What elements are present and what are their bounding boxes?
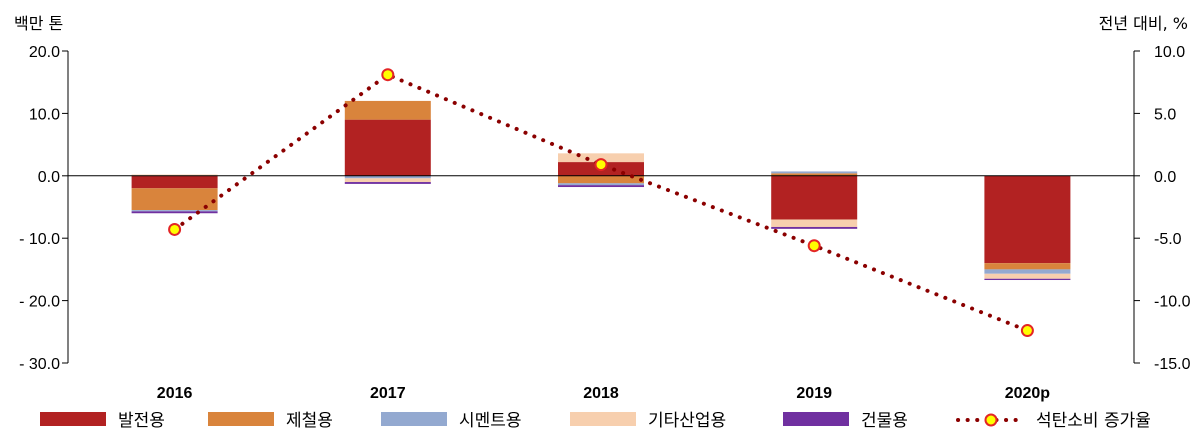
right-tick-label: 10.0 bbox=[1154, 44, 1185, 61]
category-label: 2020p bbox=[1005, 385, 1051, 402]
bar-segment bbox=[131, 174, 218, 176]
right-tick-label: -5.0 bbox=[1154, 231, 1182, 248]
legend-label: 건물용 bbox=[861, 411, 908, 431]
category-label: 2016 bbox=[157, 385, 193, 402]
legend-swatch bbox=[40, 412, 106, 426]
bar-segment bbox=[984, 278, 1071, 281]
left-tick-label: 0.0 bbox=[38, 169, 60, 186]
bar-segment bbox=[344, 178, 431, 183]
left-tick-label: - 10.0 bbox=[19, 231, 60, 248]
growth-rate-marker bbox=[1020, 324, 1034, 338]
category-label: 2018 bbox=[583, 385, 619, 402]
left-tick-label: 20.0 bbox=[29, 44, 60, 61]
bar-segment bbox=[344, 182, 431, 184]
bar-segment bbox=[558, 153, 644, 163]
right-axis-unit: 전년 대비, % bbox=[1099, 14, 1188, 33]
bar-segment bbox=[771, 173, 858, 176]
right-tick-label: -10.0 bbox=[1154, 294, 1191, 311]
bar-segment bbox=[771, 219, 858, 227]
bars bbox=[131, 100, 1071, 281]
right-tick-label: 0.0 bbox=[1154, 169, 1176, 186]
legend-label: 제철용 bbox=[286, 411, 333, 431]
growth-rate-marker bbox=[381, 68, 395, 82]
growth-rate-line bbox=[172, 72, 1030, 333]
bar-segment bbox=[558, 183, 644, 186]
bar-segment bbox=[771, 171, 858, 174]
legend-label: 시멘트용 bbox=[459, 411, 522, 431]
left-tick-label: 10.0 bbox=[29, 106, 60, 123]
legend-line-marker bbox=[984, 413, 998, 427]
left-tick-label: - 20.0 bbox=[19, 294, 60, 311]
bar-segment bbox=[984, 269, 1071, 274]
bar-segment bbox=[131, 188, 218, 211]
category-label: 2017 bbox=[370, 385, 406, 402]
right-tick-label: -15.0 bbox=[1154, 356, 1191, 373]
growth-rate-marker bbox=[594, 158, 608, 172]
growth-rate-marker bbox=[807, 239, 821, 253]
bar-segment bbox=[558, 185, 644, 188]
legend-label: 발전용 bbox=[118, 411, 165, 431]
left-axis-unit: 백만 톤 bbox=[14, 14, 63, 33]
axes bbox=[62, 50, 1140, 364]
bar-segment bbox=[771, 175, 858, 220]
legend-swatch bbox=[570, 412, 636, 426]
bar-segment bbox=[344, 100, 431, 120]
labels: 20.0 10.0 0.0 - 10.0 - 20.0 - 30.0 백만 톤 10.0 5.0… bbox=[14, 14, 1191, 402]
bar-segment bbox=[984, 175, 1071, 264]
right-tick-label: 5.0 bbox=[1154, 106, 1176, 123]
bar-segment bbox=[131, 175, 218, 189]
bar-segment bbox=[131, 210, 218, 212]
bar-segment bbox=[344, 119, 431, 176]
legend-swatch bbox=[783, 412, 849, 426]
legend-label: 석탄소비 증가율 bbox=[1036, 411, 1151, 431]
bar-segment bbox=[344, 175, 431, 179]
bar-segment bbox=[984, 273, 1071, 279]
left-tick-label: - 30.0 bbox=[19, 356, 60, 373]
legend: 발전용 제철용 시멘트용 기타산업용 건물용 석탄소비 증가율 bbox=[40, 411, 1151, 431]
bar-segment bbox=[558, 175, 644, 184]
bar-segment bbox=[771, 226, 858, 229]
line-layer bbox=[168, 68, 1034, 338]
bar-segment bbox=[984, 263, 1071, 270]
growth-rate-marker bbox=[168, 222, 182, 236]
legend-swatch bbox=[208, 412, 274, 426]
legend-swatch bbox=[381, 412, 447, 426]
bar-segment bbox=[131, 211, 218, 214]
category-label: 2019 bbox=[796, 385, 832, 402]
legend-label: 기타산업용 bbox=[648, 411, 726, 431]
